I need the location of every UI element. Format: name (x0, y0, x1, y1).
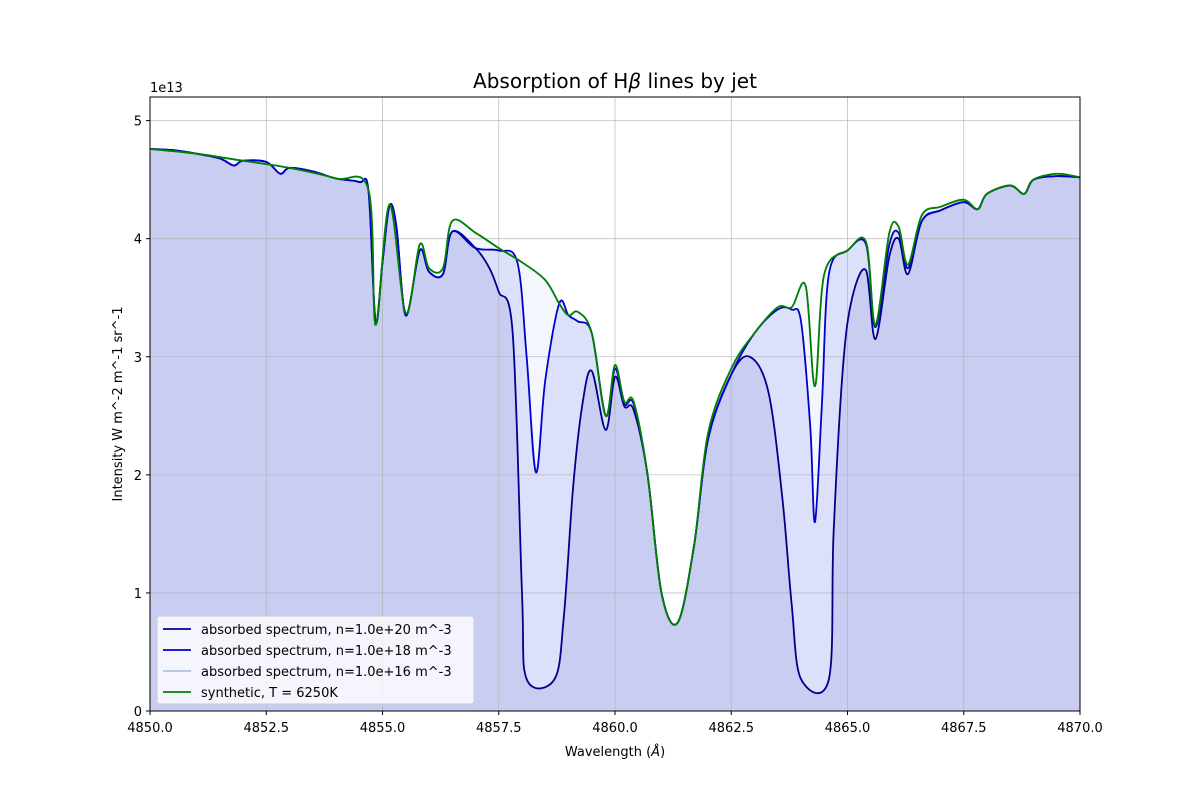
series-line-4 (149, 148, 1081, 626)
legend-box (156, 615, 475, 705)
x-tick-label: 4870.0 (1057, 721, 1103, 736)
x-tick-label: 4867.5 (941, 721, 987, 736)
x-tick-label: 4862.5 (709, 721, 755, 736)
x-tick-label: 4865.0 (825, 721, 871, 736)
series-lines (149, 148, 1081, 694)
y-offset-label: 1e13 (150, 81, 183, 96)
y-tick-label: 0 (134, 705, 142, 720)
x-axis-label: Wavelength (Å) (565, 744, 665, 760)
legend-entry: absorbed spectrum, n=1.0e+18 m^-3 (201, 644, 452, 659)
y-tick-label: 3 (134, 351, 142, 366)
y-tick-label: 4 (134, 233, 142, 248)
y-tick-label: 2 (134, 469, 142, 484)
x-tick-label: 4857.5 (476, 721, 522, 736)
y-axis-label: Intensity W m^-2 m^-1 sr^-1 (111, 307, 126, 502)
x-tick-label: 4860.0 (592, 721, 638, 736)
y-tick-label: 5 (134, 115, 142, 130)
legend: absorbed spectrum, n=1.0e+20 m^-3 absorbe… (156, 615, 475, 705)
chart-title: Absorption of Hβ lines by jet (473, 69, 757, 93)
x-tick-label: 4852.5 (244, 721, 290, 736)
x-tick-label: 4850.0 (127, 721, 173, 736)
legend-entry: absorbed spectrum, n=1.0e+16 m^-3 (201, 665, 452, 680)
x-axis: 4850.0 4852.5 4855.0 4857.5 4860.0 4862.5 4865… (127, 711, 1103, 736)
y-axis: 0 1 2 3 4 5 (134, 115, 150, 720)
x-tick-label: 4855.0 (360, 721, 406, 736)
y-tick-label: 1 (134, 587, 142, 602)
legend-entry: absorbed spectrum, n=1.0e+20 m^-3 (201, 623, 452, 638)
legend-entry: synthetic, T = 6250K (201, 686, 338, 701)
